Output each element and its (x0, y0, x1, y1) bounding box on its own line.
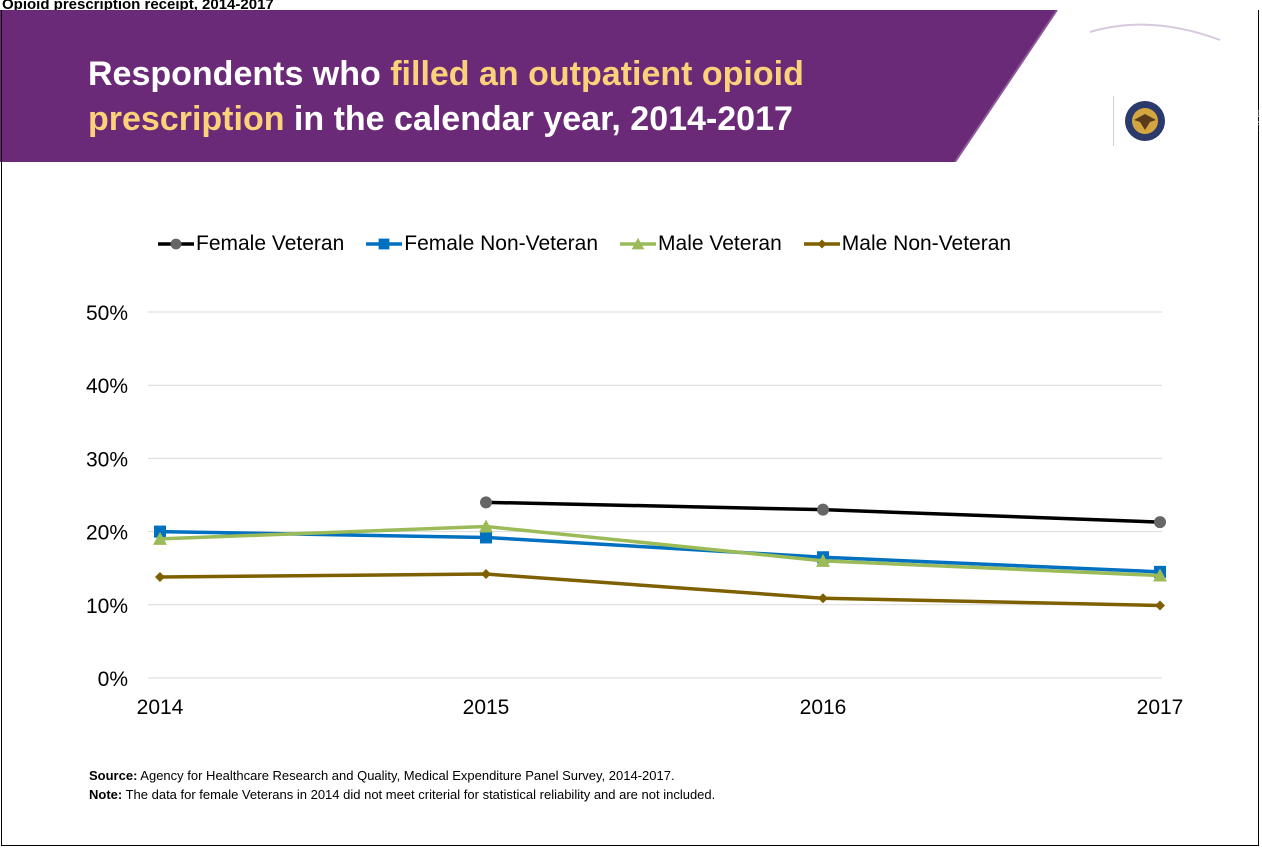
x-tick-label: 2015 (463, 696, 510, 719)
va-logo-text: VA (1060, 102, 1100, 135)
va-divider (1113, 96, 1114, 146)
legend-label: Male Veteran (658, 232, 782, 255)
legend-swatch-marker (378, 238, 390, 250)
y-tick-label: 30% (86, 448, 128, 471)
title-part-2: in the calendar year, 2014-2017 (284, 100, 793, 139)
data-point (155, 571, 165, 582)
legend-item: Male Veteran (618, 232, 782, 256)
data-point (818, 593, 828, 604)
y-tick-label: 40% (86, 375, 128, 398)
legend-swatch-marker (631, 237, 645, 250)
va-seal-icon (1121, 97, 1169, 145)
y-tick-label: 0% (98, 668, 128, 691)
data-point (154, 525, 166, 538)
ahrq-logo-text: AHRQ (1080, 40, 1202, 84)
x-tick-label: 2016 (800, 696, 847, 719)
legend-swatch (803, 239, 840, 249)
legend-item: Male Non-Veteran (802, 232, 1011, 256)
data-point (1154, 516, 1166, 529)
data-point (816, 553, 830, 567)
legend-item: Female Veteran (156, 232, 344, 256)
source-label: Source: (89, 768, 138, 783)
legend-swatch (366, 238, 403, 250)
source-footnote: Source: Agency for Healthcare Research a… (89, 768, 675, 783)
series-line (159, 572, 1161, 608)
x-tick-label: 2017 (1137, 696, 1184, 719)
top-strip-text: Opioid prescription receipt, 2014-2017 (2, 0, 274, 10)
data-point (481, 569, 491, 580)
series-male-non-veteran (155, 569, 1165, 611)
legend-label: Female Non-Veteran (404, 232, 599, 255)
series-line (159, 529, 1161, 574)
note-text: The data for female Veterans in 2014 did… (122, 787, 716, 802)
x-tick-label: 2014 (137, 696, 184, 719)
title-part-1: Respondents who (88, 55, 391, 93)
data-point (480, 496, 492, 509)
slide-frame (1, 10, 1259, 846)
series-female-non-veteran (154, 525, 1166, 578)
legend-swatch-marker (817, 239, 827, 249)
legend-item: Female Non-Veteran (364, 232, 598, 256)
legend-swatch-marker (170, 238, 182, 250)
series-line (159, 524, 1161, 578)
logo-area: AHRQ VA U.S. Department of Veterans Affa… (1050, 22, 1262, 162)
legend-label: Male Non-Veteran (841, 232, 1012, 255)
data-point (480, 531, 492, 544)
series-female-veteran (480, 496, 1166, 529)
va-dept-line-1: U.S. Department (1174, 106, 1262, 121)
note-label: Note: (89, 787, 123, 802)
va-department-text: U.S. Department of Veterans Affairs (1174, 107, 1262, 135)
data-point (1153, 568, 1167, 582)
title-highlight-2: prescription (88, 100, 285, 139)
note-footnote: Note: The data for female Veterans in 20… (89, 787, 715, 802)
legend-label: Female Veteran (196, 232, 345, 255)
legend-swatch (158, 238, 194, 250)
data-point (1155, 600, 1165, 611)
ahrq-logo-icon (1060, 23, 1221, 72)
y-tick-label: 50% (86, 302, 128, 325)
slide-title: Respondents who filled an outpatient opi… (88, 52, 948, 142)
data-point (479, 519, 493, 533)
va-dept-line-2: of Veterans Affairs (1174, 120, 1262, 135)
source-text: Agency for Healthcare Research and Quali… (137, 768, 675, 783)
title-highlight-1: filled an outpatient opioid (390, 55, 804, 93)
data-point (153, 531, 167, 545)
y-tick-label: 10% (86, 595, 128, 618)
y-tick-label: 20% (86, 522, 128, 545)
series-male-veteran (153, 519, 1167, 582)
legend-swatch (620, 237, 657, 250)
title-banner (0, 10, 1058, 162)
chart-legend: Female Veteran Female Non-Veteran Male Vet… (156, 230, 1031, 258)
data-point (817, 503, 829, 516)
